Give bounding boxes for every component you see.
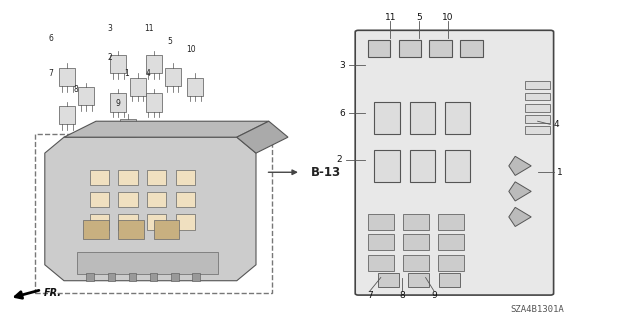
- Bar: [176, 170, 195, 185]
- Bar: [147, 214, 166, 230]
- Text: 4: 4: [554, 120, 559, 129]
- Text: 2: 2: [108, 53, 113, 62]
- Bar: [79, 87, 95, 105]
- Bar: [60, 68, 76, 86]
- Bar: [408, 273, 429, 287]
- Polygon shape: [64, 121, 269, 137]
- Bar: [403, 255, 429, 271]
- Text: 11: 11: [385, 13, 396, 22]
- Bar: [410, 102, 435, 134]
- Text: 3: 3: [340, 61, 345, 70]
- Polygon shape: [509, 182, 531, 201]
- Polygon shape: [45, 137, 256, 281]
- Bar: [410, 150, 435, 182]
- Text: FR.: FR.: [44, 288, 61, 298]
- Text: 8: 8: [399, 291, 404, 300]
- Bar: [90, 170, 109, 185]
- Polygon shape: [509, 207, 531, 226]
- Text: 10: 10: [442, 13, 454, 22]
- Text: B-13: B-13: [310, 166, 340, 179]
- Bar: [77, 252, 218, 274]
- Text: 5: 5: [417, 13, 422, 22]
- Bar: [525, 126, 550, 134]
- Text: 10: 10: [186, 45, 196, 54]
- Bar: [60, 106, 76, 124]
- Bar: [368, 255, 394, 271]
- Bar: [90, 192, 109, 207]
- Text: 2: 2: [337, 155, 342, 164]
- Bar: [525, 81, 550, 89]
- Bar: [118, 170, 138, 185]
- Bar: [192, 273, 200, 281]
- Bar: [83, 220, 109, 239]
- Bar: [110, 55, 127, 73]
- Bar: [118, 192, 138, 207]
- Bar: [154, 220, 179, 239]
- Bar: [147, 170, 166, 185]
- Text: 9: 9: [431, 291, 436, 300]
- Bar: [150, 273, 157, 281]
- Bar: [438, 234, 464, 250]
- Bar: [374, 102, 400, 134]
- Bar: [374, 150, 400, 182]
- Text: 11: 11: [144, 25, 153, 33]
- Bar: [108, 273, 115, 281]
- Text: SZA4B1301A: SZA4B1301A: [511, 305, 564, 314]
- Bar: [118, 214, 138, 230]
- Bar: [129, 273, 136, 281]
- Bar: [439, 273, 460, 287]
- Text: 7: 7: [367, 291, 372, 300]
- Bar: [176, 214, 195, 230]
- Text: 3: 3: [108, 25, 113, 33]
- Bar: [438, 214, 464, 230]
- Bar: [368, 40, 390, 57]
- Text: 8: 8: [73, 85, 78, 94]
- Bar: [147, 192, 166, 207]
- Text: 5: 5: [167, 37, 172, 46]
- Bar: [429, 40, 452, 57]
- Bar: [146, 55, 162, 73]
- Text: 9: 9: [116, 100, 121, 108]
- Bar: [403, 234, 429, 250]
- Bar: [403, 214, 429, 230]
- Bar: [165, 68, 181, 86]
- Bar: [378, 273, 399, 287]
- Bar: [445, 150, 470, 182]
- Bar: [525, 104, 550, 112]
- Polygon shape: [237, 121, 288, 153]
- Bar: [445, 102, 470, 134]
- Text: 6: 6: [49, 34, 54, 43]
- Bar: [525, 93, 550, 100]
- Bar: [438, 255, 464, 271]
- Bar: [525, 115, 550, 123]
- Bar: [120, 119, 136, 137]
- Bar: [176, 192, 195, 207]
- Text: 1: 1: [557, 168, 563, 177]
- Bar: [460, 40, 483, 57]
- Text: 1: 1: [124, 69, 129, 78]
- Bar: [90, 214, 109, 230]
- Bar: [129, 78, 146, 96]
- Bar: [171, 273, 179, 281]
- Text: 7: 7: [49, 69, 54, 78]
- Bar: [118, 220, 144, 239]
- Polygon shape: [509, 156, 531, 175]
- Text: 6: 6: [340, 109, 345, 118]
- Bar: [187, 78, 204, 96]
- Bar: [110, 93, 127, 112]
- Text: 4: 4: [146, 69, 151, 78]
- Bar: [146, 93, 162, 112]
- FancyBboxPatch shape: [355, 30, 554, 295]
- Bar: [368, 234, 394, 250]
- Bar: [368, 214, 394, 230]
- Bar: [399, 40, 421, 57]
- Bar: [86, 273, 94, 281]
